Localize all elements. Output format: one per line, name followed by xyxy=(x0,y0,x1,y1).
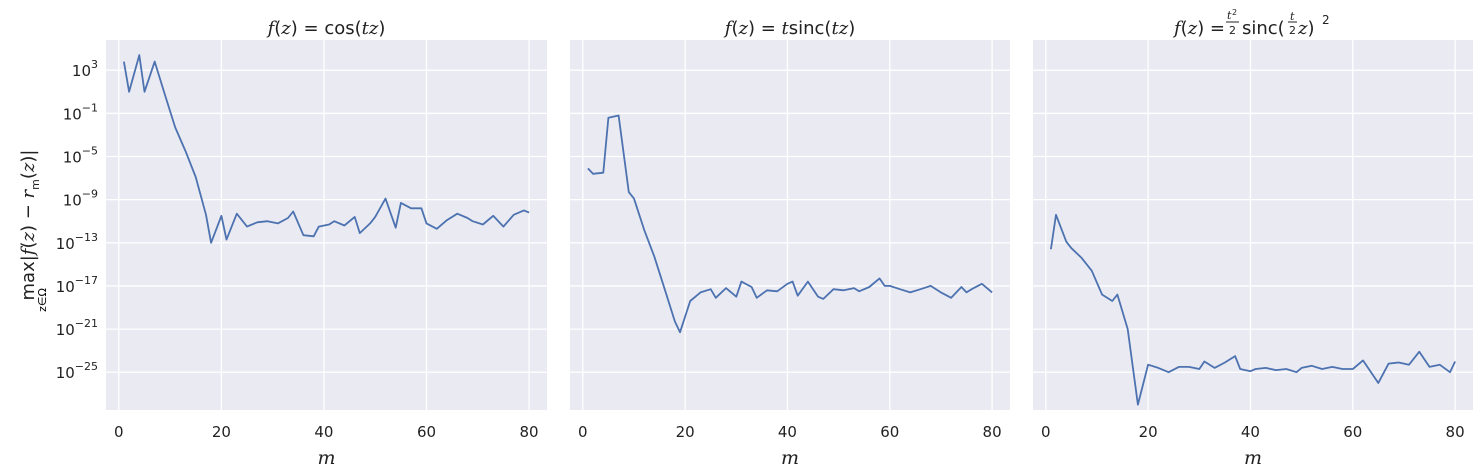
x-tick-label: 20 xyxy=(212,423,231,441)
svg-text:sinc(: sinc( xyxy=(1242,18,1285,39)
y-tick-label: 10−13 xyxy=(56,231,98,253)
y-axis-label-subscript: z∈Ω xyxy=(36,288,49,312)
svg-text:2: 2 xyxy=(1232,8,1237,17)
y-tick-labels: 103 10−1 10−5 10−9 10−13 10−17 10−21 10−25 xyxy=(56,58,98,382)
x-tick-labels: 0 20 40 60 80 xyxy=(114,423,539,441)
panel-sinc-squared: 0 20 40 60 80 f(z) = t 2 2 sinc( t 2 z) 2 m xyxy=(1033,8,1473,469)
x-tick-label: 60 xyxy=(417,423,436,441)
x-tick-label: 80 xyxy=(983,423,1002,441)
series-line xyxy=(587,114,993,334)
svg-text:2: 2 xyxy=(1229,24,1236,37)
x-tick-label: 0 xyxy=(1041,423,1051,441)
series-line-path xyxy=(123,54,530,244)
svg-text:z): z) xyxy=(1297,18,1315,39)
panel-title: f(z) = tsinc(tz) xyxy=(723,18,855,39)
x-tick-label: 60 xyxy=(1343,423,1362,441)
x-axis-label: m xyxy=(317,447,335,469)
x-tick-label: 40 xyxy=(314,423,333,441)
x-tick-label: 40 xyxy=(778,423,797,441)
plot-area xyxy=(570,40,1010,410)
gridlines xyxy=(570,40,1010,410)
plot-area xyxy=(1033,40,1473,410)
x-tick-label: 0 xyxy=(114,423,124,441)
y-axis-label: max|f(z) − rm(z)| xyxy=(18,150,42,301)
y-tick-label: 10−1 xyxy=(63,101,98,123)
series-line-path xyxy=(1050,213,1456,406)
x-tick-label: 60 xyxy=(880,423,899,441)
svg-text:2: 2 xyxy=(1322,13,1330,27)
series-line xyxy=(123,54,530,244)
y-tick-label: 10−17 xyxy=(56,274,98,296)
panel-title: f(z) = t 2 2 sinc( t 2 z) 2 xyxy=(1172,8,1330,39)
svg-text:t: t xyxy=(1290,10,1295,23)
series-line xyxy=(1050,213,1456,406)
panel-title: f(z) = cos(tz) xyxy=(266,18,386,39)
x-tick-label: 20 xyxy=(676,423,695,441)
y-tick-label: 10−5 xyxy=(63,145,98,167)
svg-text:2: 2 xyxy=(1289,24,1296,37)
svg-text:t: t xyxy=(1227,9,1232,22)
x-axis-label: m xyxy=(1244,447,1262,469)
x-tick-labels: 0 20 40 60 80 xyxy=(578,423,1002,441)
x-tick-label: 80 xyxy=(520,423,539,441)
x-tick-label: 80 xyxy=(1446,423,1465,441)
y-tick-label: 10−21 xyxy=(56,317,98,339)
x-tick-label: 20 xyxy=(1139,423,1158,441)
svg-text:f(z) =: f(z) = xyxy=(1172,18,1225,39)
panel-cos: 0 20 40 60 80 103 10−1 10−5 10−9 10−13 10−17 10−21… xyxy=(18,18,547,469)
gridlines xyxy=(1033,40,1473,410)
x-tick-labels: 0 20 40 60 80 xyxy=(1041,423,1465,441)
y-tick-label: 10−9 xyxy=(63,188,98,210)
y-tick-label: 10−25 xyxy=(56,360,98,382)
series-line-path xyxy=(587,114,993,334)
x-axis-label: m xyxy=(781,447,799,469)
x-tick-label: 40 xyxy=(1241,423,1260,441)
panel-tsinc: 0 20 40 60 80 f(z) = tsinc(tz) m xyxy=(570,18,1010,469)
x-tick-label: 0 xyxy=(578,423,588,441)
y-tick-label: 103 xyxy=(72,58,98,80)
